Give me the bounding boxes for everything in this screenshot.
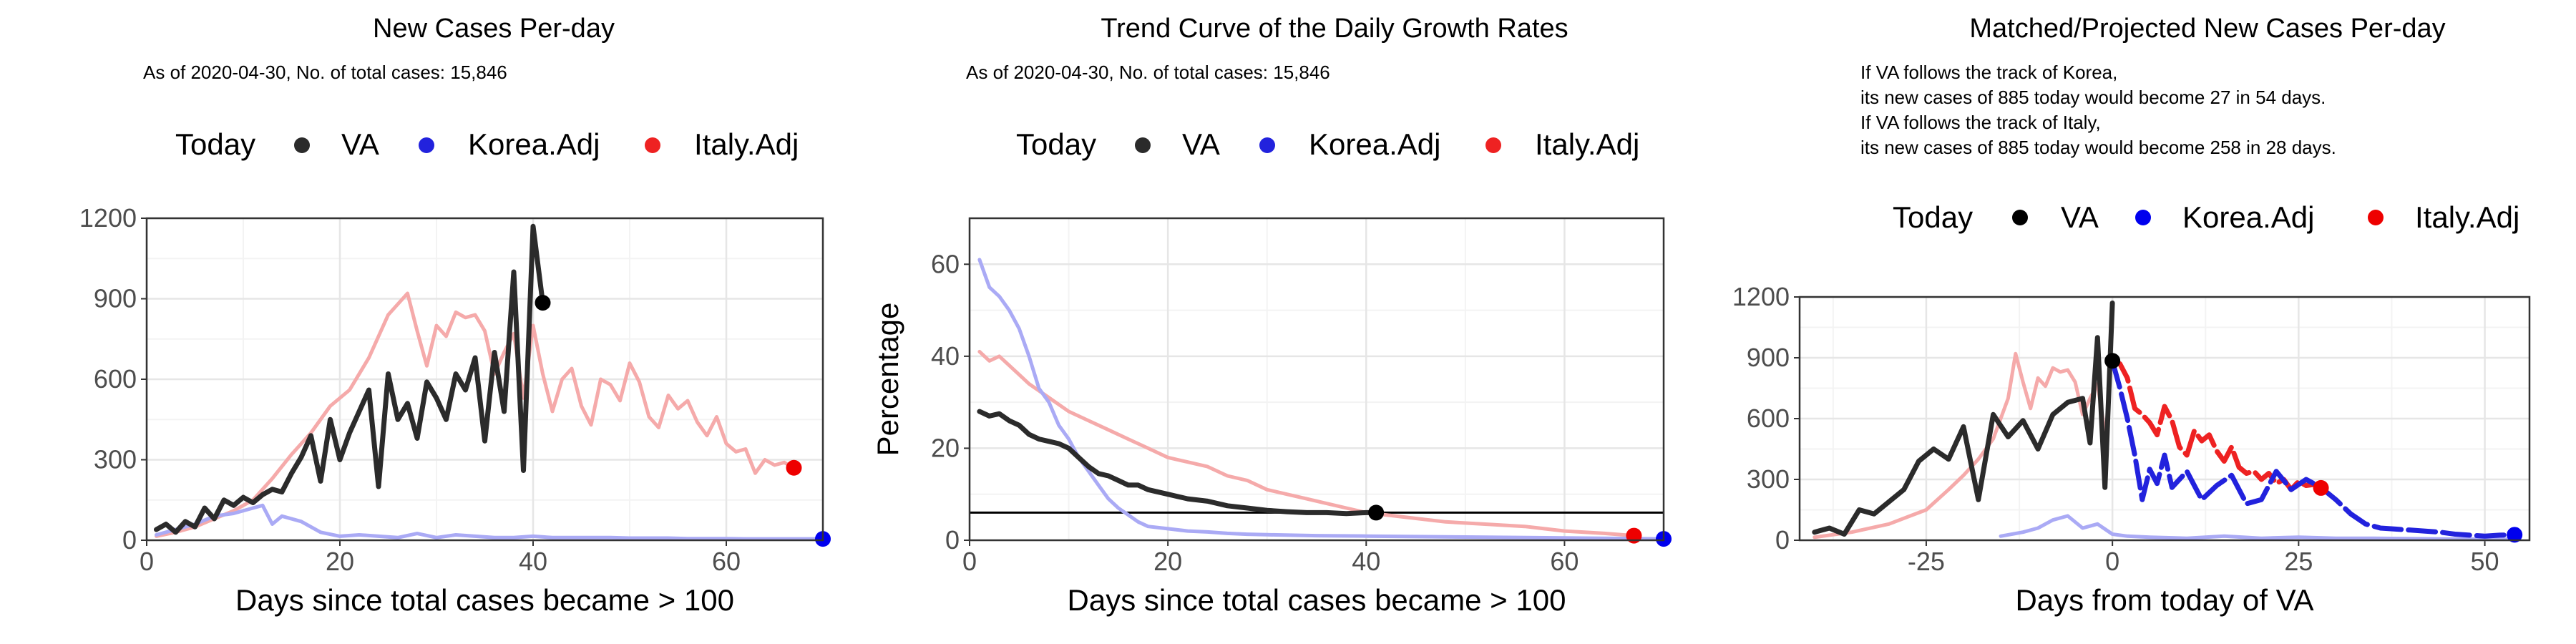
y-tick-label: 40: [931, 341, 960, 371]
y-tick-label: 0: [1775, 525, 1790, 555]
legend-label-va: VA: [1182, 127, 1220, 161]
legend-key-korea: [1259, 137, 1275, 153]
panel2-title: Trend Curve of the Daily Growth Rates: [1101, 14, 1568, 44]
y-tick-label: 300: [1747, 464, 1790, 494]
y-tick-label: 600: [94, 364, 137, 394]
panel3-subtitle-line1: If VA follows the track of Korea,: [1860, 62, 2117, 83]
y-axis-label: Percentage: [871, 303, 904, 457]
x-tick-label: 0: [2105, 547, 2119, 576]
series-line-korea-adj: [2109, 358, 2517, 539]
today-point-italy-adj: [2313, 479, 2329, 496]
today-point-va: [1368, 504, 1385, 521]
y-tick-label: 300: [94, 445, 137, 474]
legend-label-korea: Korea.Adj: [1309, 127, 1440, 161]
legend-key-italy: [1485, 137, 1501, 153]
x-axis-label: Days since total cases became > 100: [235, 583, 734, 617]
series-line-va: [1812, 301, 2115, 537]
legend-key-korea: [2135, 210, 2151, 225]
x-tick-label: 60: [712, 547, 741, 576]
x-tick-label: 0: [140, 547, 154, 576]
legend-key-va: [294, 137, 310, 153]
y-tick-label: 0: [945, 525, 960, 555]
panel3-subtitle-line4: its new cases of 885 today would become …: [1860, 137, 2336, 158]
legend-label-korea: Korea.Adj: [468, 127, 600, 161]
panel2-plot: 0 20 40 60 0 20 40 60 Days since total cases bec…: [871, 217, 1672, 617]
series-line-va: [154, 223, 545, 535]
legend-key-va: [2012, 210, 2028, 225]
legend-label-va: VA: [341, 127, 379, 161]
today-point-italy-adj: [786, 459, 802, 476]
series-line-italy-adj: [977, 349, 1636, 538]
today-point-korea-adj: [2507, 527, 2523, 543]
panel2-legend: Today VA Korea.Adj Italy.Adj: [1016, 127, 1639, 161]
x-tick-label: 0: [962, 547, 977, 576]
y-tick-label: 600: [1747, 404, 1790, 433]
series-line-italy-adj: [155, 291, 796, 538]
legend-label-today: Today: [1893, 200, 1973, 234]
y-tick-label: 1200: [1732, 282, 1790, 311]
legend-label-italy: Italy.Adj: [694, 127, 799, 161]
x-tick-label: -25: [1908, 547, 1945, 576]
today-point-va: [535, 295, 551, 311]
y-tick-label: 900: [94, 284, 137, 313]
y-tick-label: 0: [122, 525, 137, 555]
y-tick-label: 900: [1747, 343, 1790, 372]
panel2-subtitle: As of 2020-04-30, No. of total cases: 15…: [966, 62, 1330, 83]
legend-key-korea: [419, 137, 434, 153]
legend-label-korea: Korea.Adj: [2182, 200, 2314, 234]
x-axis-label: Days from today of VA: [2015, 583, 2313, 617]
panel3-title: Matched/Projected New Cases Per-day: [1969, 14, 2445, 44]
y-tick-label: 60: [931, 249, 960, 278]
series-line-korea-adj: [155, 503, 825, 541]
legend-key-italy: [2368, 210, 2384, 225]
x-tick-label: 25: [2284, 547, 2313, 576]
x-tick-label: 50: [2471, 547, 2499, 576]
x-tick-label: 20: [1153, 547, 1182, 576]
panel1-subtitle: As of 2020-04-30, No. of total cases: 15…: [143, 62, 507, 83]
series-line-va: [977, 409, 1379, 517]
legend-key-va: [1135, 137, 1151, 153]
panel3-subtitle-line3: If VA follows the track of Italy,: [1860, 112, 2101, 133]
legend-label-italy: Italy.Adj: [2415, 200, 2519, 234]
today-point-italy-adj: [1626, 527, 1642, 544]
legend-label-today: Today: [1016, 127, 1096, 161]
legend-label-italy: Italy.Adj: [1535, 127, 1639, 161]
legend-label-today: Today: [175, 127, 255, 161]
panel3-plot: -25 0 25 50 0 300 600 900 1200 Days from today of…: [1732, 282, 2531, 617]
panel1-legend: Today VA Korea.Adj Italy.Adj: [175, 127, 799, 161]
panel3-subtitle-line2: its new cases of 885 today would become …: [1860, 87, 2326, 108]
panel-border: [145, 217, 824, 542]
legend-label-va: VA: [2061, 200, 2099, 234]
y-tick-label: 20: [931, 433, 960, 462]
x-tick-label: 20: [326, 547, 354, 576]
legend-key-italy: [645, 137, 660, 153]
series-line-italy-adj: [2109, 358, 2324, 492]
panel3-legend: Today VA Korea.Adj Italy.Adj: [1893, 200, 2519, 234]
panel-border: [968, 217, 1665, 542]
y-tick-label: 1200: [79, 203, 137, 233]
series-line-korea-adj-history: [1999, 514, 2517, 542]
series-line-korea-adj: [977, 258, 1666, 541]
x-tick-label: 60: [1550, 547, 1579, 576]
x-tick-label: 40: [519, 547, 547, 576]
x-tick-label: 40: [1352, 547, 1380, 576]
x-axis-label: Days since total cases became > 100: [1068, 583, 1566, 617]
panel1-title: New Cases Per-day: [373, 14, 615, 44]
today-point-va: [2104, 353, 2121, 369]
panel-border: [1798, 296, 2531, 542]
